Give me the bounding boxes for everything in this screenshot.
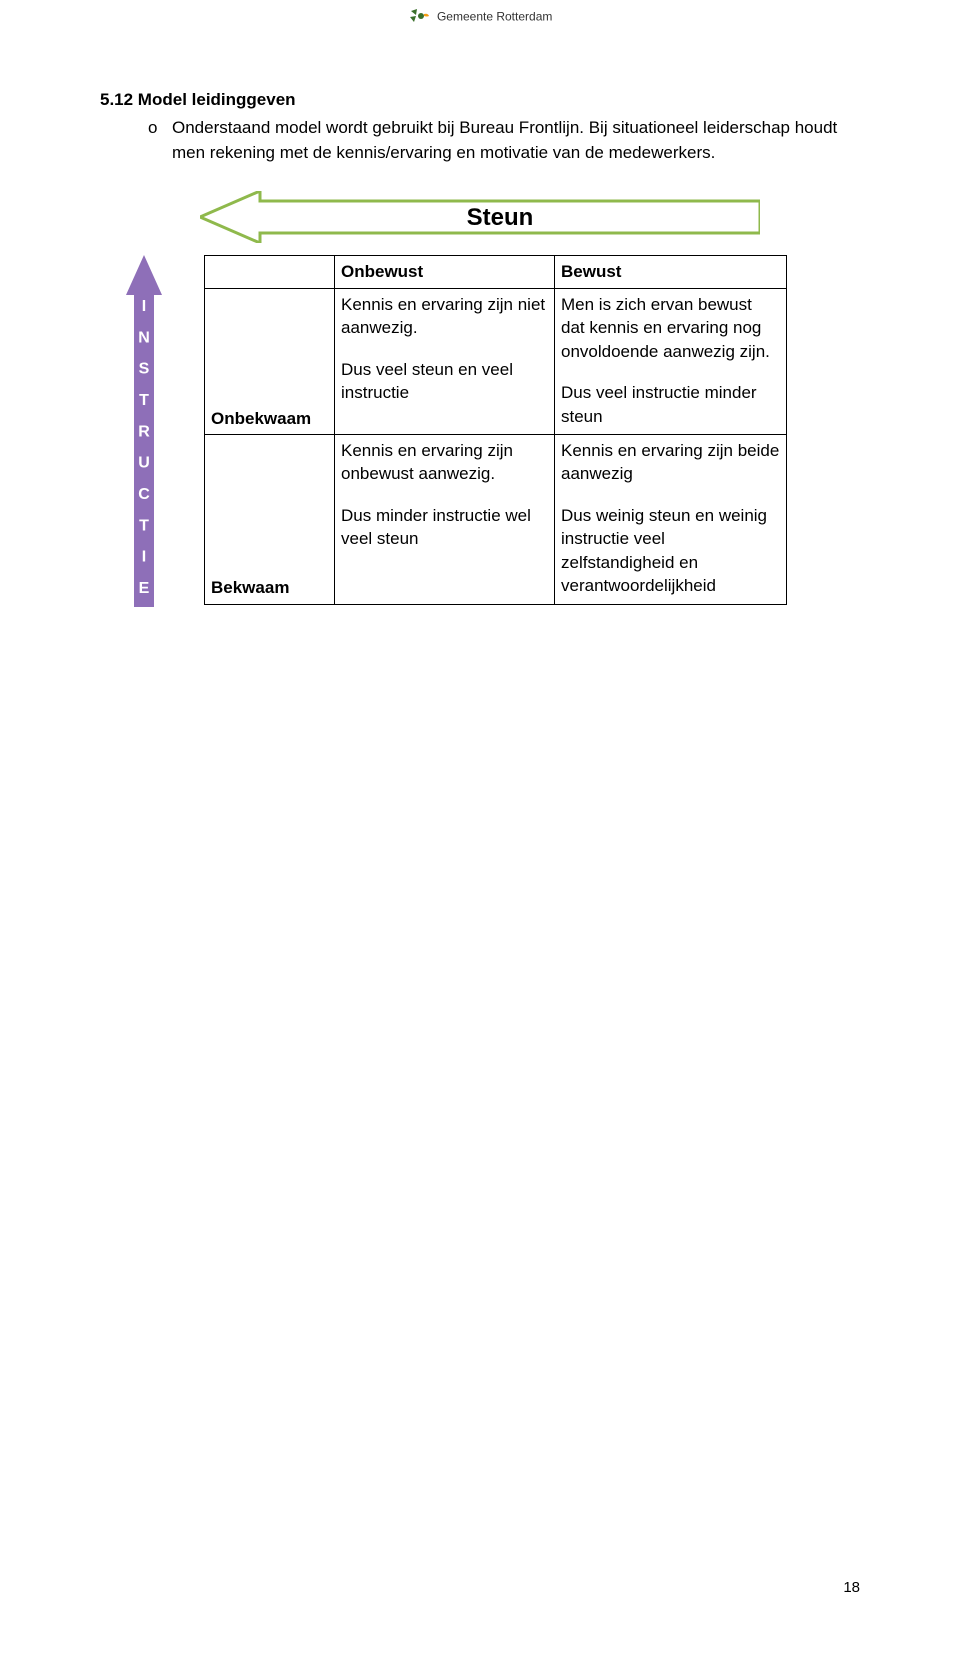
col-header-bewust: Bewust	[555, 256, 787, 288]
table-row: Bekwaam Kennis en ervaring zijn onbewust…	[205, 435, 787, 605]
table-row: Onbekwaam Kennis en ervaring zijn niet a…	[205, 288, 787, 434]
matrix-table-container: Onbewust Bewust Onbekwaam Kennis en erva…	[204, 255, 787, 604]
page-number: 18	[843, 1579, 860, 1596]
section-title: 5.12 Model leidinggeven	[100, 90, 860, 110]
intro-paragraph: o Onderstaand model wordt gebruikt bij B…	[100, 116, 860, 165]
cell-text: Kennis en ervaring zijn beide aanwezig	[561, 439, 780, 486]
leadership-matrix-table: Onbewust Bewust Onbekwaam Kennis en erva…	[204, 255, 787, 604]
svg-text:S: S	[139, 361, 150, 378]
svg-text:E: E	[139, 580, 150, 597]
table-header-row: Onbewust Bewust	[205, 256, 787, 288]
svg-text:Steun: Steun	[467, 204, 534, 231]
corner-cell	[205, 256, 335, 288]
svg-text:U: U	[138, 455, 150, 472]
cell-text: Dus veel steun en veel instructie	[341, 358, 548, 405]
instructie-arrow-container: INSTRUCTIE	[100, 255, 188, 607]
svg-text:T: T	[139, 518, 149, 535]
cell-text: Dus veel instructie minder steun	[561, 381, 780, 428]
cell-onbekwaam-onbewust: Kennis en ervaring zijn niet aanwezig. D…	[335, 288, 555, 434]
cell-bekwaam-onbewust: Kennis en ervaring zijn onbewust aanwezi…	[335, 435, 555, 605]
cell-onbekwaam-bewust: Men is zich ervan bewust dat kennis en e…	[555, 288, 787, 434]
org-name: Gemeente Rotterdam	[437, 10, 552, 24]
svg-text:I: I	[142, 298, 146, 315]
cell-bekwaam-bewust: Kennis en ervaring zijn beide aanwezig D…	[555, 435, 787, 605]
row-head-onbekwaam: Onbekwaam	[205, 288, 335, 434]
svg-text:T: T	[139, 392, 149, 409]
svg-text:I: I	[142, 549, 146, 566]
steun-arrow-container: Steun	[100, 191, 860, 243]
svg-text:N: N	[138, 330, 150, 347]
bullet-marker: o	[148, 116, 172, 165]
svg-text:R: R	[138, 424, 150, 441]
rotterdam-logo-icon	[408, 8, 430, 27]
cell-text: Men is zich ervan bewust dat kennis en e…	[561, 293, 780, 363]
cell-text: Dus minder instructie wel veel steun	[341, 504, 548, 551]
header-logo: Gemeente Rotterdam	[0, 8, 960, 27]
cell-text: Kennis en ervaring zijn niet aanwezig.	[341, 293, 548, 340]
row-head-bekwaam: Bekwaam	[205, 435, 335, 605]
intro-text: Onderstaand model wordt gebruikt bij Bur…	[172, 116, 860, 165]
instructie-arrow-icon: INSTRUCTIE	[126, 255, 162, 607]
col-header-onbewust: Onbewust	[335, 256, 555, 288]
cell-text: Dus weinig steun en weinig instructie ve…	[561, 504, 780, 598]
cell-text: Kennis en ervaring zijn onbewust aanwezi…	[341, 439, 548, 486]
svg-text:C: C	[138, 486, 150, 503]
steun-arrow-icon: Steun	[200, 191, 760, 243]
